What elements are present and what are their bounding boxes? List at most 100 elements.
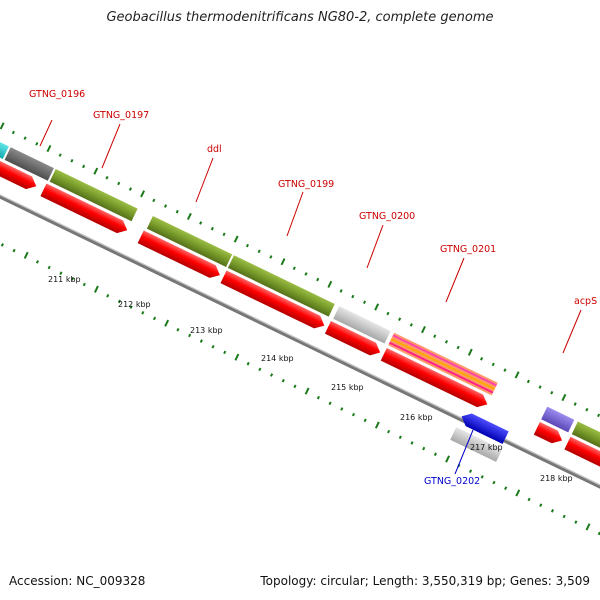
leader-gtng-0197 xyxy=(101,123,121,169)
upper-tick-track xyxy=(0,122,600,418)
upper-tick-39 xyxy=(456,345,460,350)
scale-tick-30 xyxy=(304,387,310,395)
scale-tick-40 xyxy=(422,446,426,451)
scale-tick-14 xyxy=(117,299,121,304)
gene-label-gtng-0200[interactable]: GTNG_0200 xyxy=(359,211,415,222)
scale-tick-49 xyxy=(527,497,531,502)
gene-label-gtng-0202[interactable]: GTNG_0202 xyxy=(424,476,480,487)
upper-tick-50 xyxy=(585,407,589,412)
scale-tick-22 xyxy=(211,344,215,349)
scale-tick-24 xyxy=(234,353,240,361)
scale-tick-29 xyxy=(293,384,297,389)
upper-tick-7 xyxy=(82,164,86,169)
upper-tick-35 xyxy=(409,323,413,327)
gene-feature-ddl[interactable] xyxy=(146,216,233,267)
gene-feature-gtng-0200[interactable] xyxy=(333,306,391,344)
scale-tick-8 xyxy=(47,265,51,270)
upper-tick-29 xyxy=(339,289,343,293)
scale-tick-5 xyxy=(12,248,16,253)
scale-tick-26 xyxy=(258,367,262,372)
upper-tick-14 xyxy=(163,204,168,208)
scale-tick-28 xyxy=(281,378,285,383)
genome-summary-text: Topology: circular; Length: 3,550,319 bp… xyxy=(260,574,590,588)
scale-tick-48 xyxy=(515,489,521,497)
cds-arrow-gtng-0199[interactable] xyxy=(220,270,327,332)
scale-tick-25 xyxy=(246,361,250,366)
gene-feature-gtng-0196[interactable] xyxy=(4,147,54,181)
upper-tick-48 xyxy=(561,393,567,402)
upper-tick-16 xyxy=(186,212,192,221)
upper-tick-20 xyxy=(233,235,239,243)
upper-tick-44 xyxy=(514,371,520,379)
leader-acps xyxy=(562,309,582,354)
gene-feature-gtng-0199[interactable] xyxy=(227,255,335,317)
scale-tick-34 xyxy=(351,412,356,417)
cds-arrow-right[interactable] xyxy=(564,436,600,486)
gene-label-gtng-0197[interactable]: GTNG_0197 xyxy=(93,110,149,121)
upper-tick-17 xyxy=(199,221,203,225)
genome-backbone xyxy=(0,177,600,504)
scale-tick-47 xyxy=(504,486,508,490)
gene-feature-gtng-0197[interactable] xyxy=(49,169,138,222)
upper-tick-2 xyxy=(23,136,27,140)
cds-arrow-ddl[interactable] xyxy=(137,230,223,281)
scale-label-213: 213 kbp xyxy=(190,326,223,335)
cds-arrow-gtng-0201[interactable] xyxy=(380,347,491,411)
upper-tick-25 xyxy=(292,266,296,271)
scale-label-215: 215 kbp xyxy=(331,383,364,392)
map-title: Geobacillus thermodenitrificans NG80-2, … xyxy=(106,10,494,25)
scale-tick-33 xyxy=(340,407,344,411)
gene-label-gtng-0196[interactable]: GTNG_0196 xyxy=(29,89,85,100)
upper-tick-21 xyxy=(245,243,250,248)
upper-tick-49 xyxy=(573,402,577,406)
scale-label-214: 214 kbp xyxy=(261,354,294,363)
scale-tick-15 xyxy=(129,305,133,309)
scale-tick-37 xyxy=(387,429,391,434)
leader-gtng-0201 xyxy=(445,257,465,303)
gene-feature-cyan[interactable] xyxy=(0,139,9,160)
cds-arrow-gtng-0197[interactable] xyxy=(40,183,130,236)
upper-tick-45 xyxy=(526,379,530,384)
scale-tick-44 xyxy=(468,469,473,473)
gene-label-gtng-0201[interactable]: GTNG_0201 xyxy=(440,244,496,255)
cds-arrow-gtng-0200[interactable] xyxy=(324,321,383,359)
upper-tick-12 xyxy=(140,190,145,198)
gene-label-ddl[interactable]: ddl xyxy=(207,144,222,155)
scale-tick-20 xyxy=(188,333,192,338)
upper-tick-30 xyxy=(351,294,355,299)
scale-tick-42 xyxy=(445,455,450,463)
cds-arrow-acps[interactable] xyxy=(533,421,565,447)
upper-tick-15 xyxy=(175,209,179,214)
upper-tick-13 xyxy=(152,198,156,203)
scale-tick-12 xyxy=(94,285,99,293)
genome-backbone-highlight xyxy=(0,177,600,501)
scale-tick-21 xyxy=(199,339,203,343)
upper-tick-36 xyxy=(421,326,426,334)
scale-tick-27 xyxy=(270,373,274,377)
scale-tick-track xyxy=(0,243,600,536)
gene-label-acps[interactable]: acpS xyxy=(574,296,597,307)
scale-tick-31 xyxy=(316,395,320,400)
scale-label-217: 217 kbp xyxy=(470,443,503,452)
scale-tick-36 xyxy=(374,421,380,429)
scale-tick-11 xyxy=(82,282,86,287)
upper-tick-32 xyxy=(374,303,380,311)
gene-feature-green-right[interactable] xyxy=(571,421,600,470)
upper-tick-37 xyxy=(433,334,437,338)
gene-feature-acps[interactable] xyxy=(541,406,575,433)
scale-tick-51 xyxy=(550,509,555,513)
upper-tick-5 xyxy=(58,153,62,157)
upper-tick-38 xyxy=(444,340,449,344)
upper-tick-51 xyxy=(597,413,600,418)
gene-feature-gtng-0202[interactable] xyxy=(450,427,503,462)
upper-tick-47 xyxy=(550,390,554,395)
scale-tick-16 xyxy=(141,311,145,315)
scale-tick-32 xyxy=(328,401,332,406)
scale-tick-41 xyxy=(433,452,437,457)
gene-label-gtng-0199[interactable]: GTNG_0199 xyxy=(278,179,334,190)
gene-feature-gtng-0201[interactable] xyxy=(388,332,498,396)
cds-arrow-1[interactable] xyxy=(0,154,39,193)
scale-tick-46 xyxy=(492,480,496,485)
upper-tick-28 xyxy=(327,280,333,288)
cds-arrow-gtng-0202-reverse[interactable] xyxy=(458,410,509,444)
